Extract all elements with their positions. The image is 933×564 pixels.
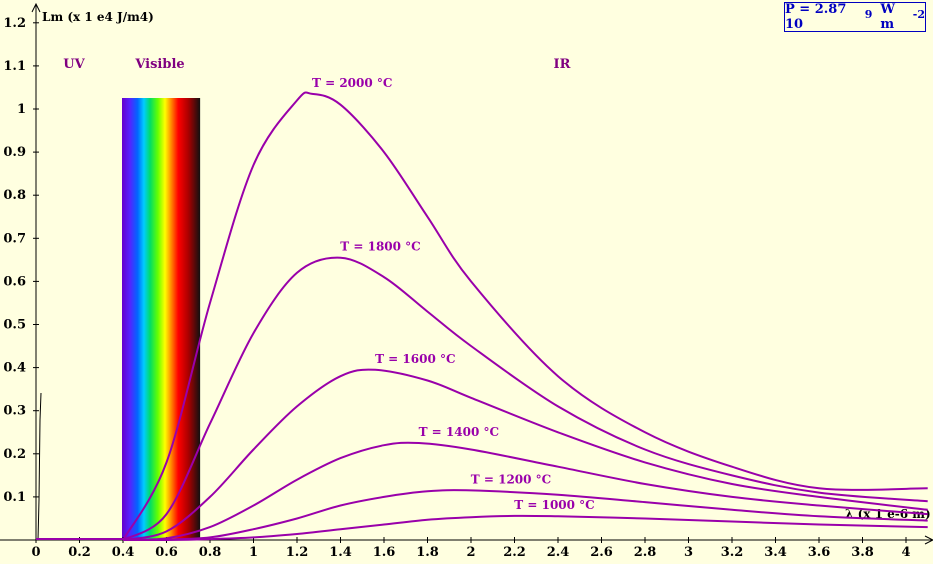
x-tick-label: 0.6 [155,545,178,560]
y-tick-label: 1 [17,102,26,117]
series-line [122,91,928,541]
x-tick-label: 1 [249,545,258,560]
origin-spike [37,392,42,541]
x-tick-label: 3.4 [764,545,787,560]
y-tick-label: 0.3 [3,404,26,419]
series-line [122,256,928,541]
series-line [122,514,928,542]
x-tick-label: 3.6 [808,545,831,560]
x-tick-label: 3 [684,545,693,560]
y-tick-label: 0.4 [3,361,26,376]
series-label: T = 1000 °C [514,498,594,512]
x-tick-label: 2.4 [547,545,570,560]
series-label: T = 1200 °C [471,472,551,486]
y-tick-label: 0.9 [3,145,26,160]
y-axis-arrow [31,2,41,13]
x-tick-label: 3.8 [851,545,874,560]
x-tick-label: 1.2 [286,545,309,560]
series-label: T = 1400 °C [419,425,499,439]
x-tick-label: 4 [901,545,910,560]
x-tick-label: 2 [466,545,475,560]
series-line [122,441,928,541]
x-tick-label: 1.6 [373,545,396,560]
visible-region-label: Visible [134,57,184,72]
power-readout: P = 2.87 10 9 W m -2 [784,2,926,32]
y-tick-label: 1.1 [3,59,26,74]
power-prefix: P = 2.87 10 [785,2,847,32]
series-line [122,489,928,541]
y-tick-label: 0.8 [3,188,26,203]
x-tick-label: 2.8 [634,545,657,560]
x-axis-arrow [924,535,933,545]
y-tick-label: 0.7 [3,231,26,246]
x-tick-label: 2.2 [503,545,526,560]
x-tick-label: 0.8 [199,545,222,560]
ir-region-label: IR [554,57,571,72]
y-tick-label: 0.2 [3,447,26,462]
y-tick-label: 0.1 [3,490,26,505]
x-tick-label: 0.2 [68,545,91,560]
x-tick-label: 0 [31,545,40,560]
y-axis-title: Lm (x 1 e4 J/m4) [42,10,154,24]
series-label: T = 2000 °C [312,76,392,90]
power-exponent: 9 [864,7,873,21]
power-unit: W m [880,2,895,32]
y-tick-label: 0.6 [3,274,26,289]
uv-region-label: UV [63,57,85,72]
x-tick-label: 1.4 [329,545,352,560]
y-tick-label: 1.2 [3,16,26,31]
power-unit-exponent: -2 [912,7,925,21]
series-label: T = 1600 °C [375,352,455,366]
x-tick-label: 1.8 [416,545,439,560]
visible-spectrum-band [122,98,201,540]
series-line [122,368,928,541]
x-tick-label: 3.2 [721,545,744,560]
x-tick-label: 0.4 [112,545,135,560]
x-tick-label: 2.6 [590,545,613,560]
series-label: T = 1800 °C [340,240,420,254]
y-tick-label: 0.5 [3,318,26,333]
